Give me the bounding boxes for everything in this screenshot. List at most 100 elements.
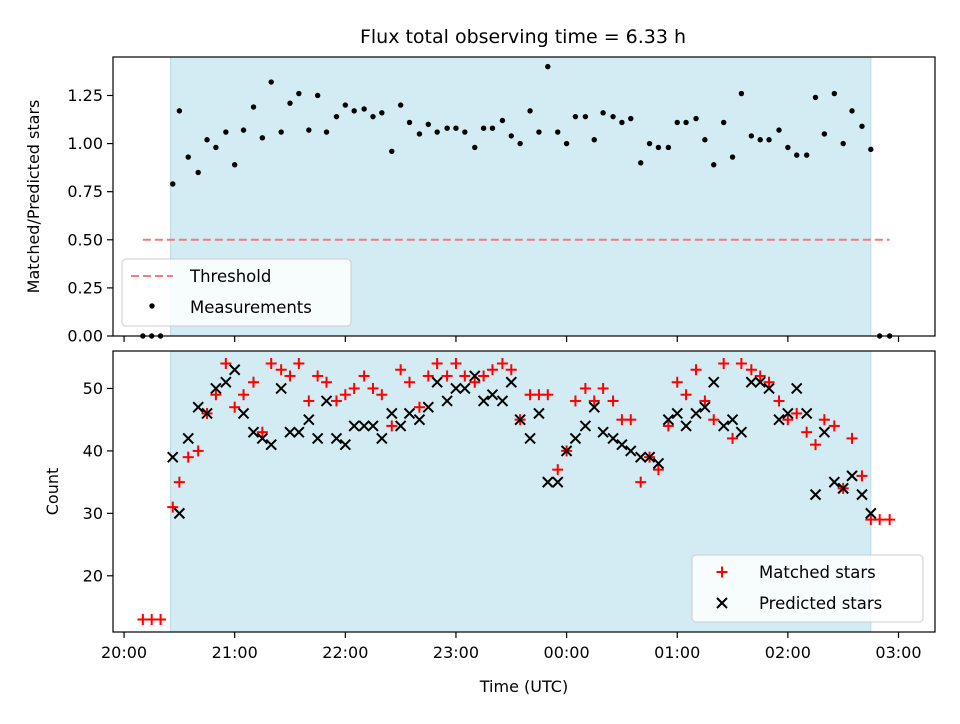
matched-stars-point — [635, 476, 647, 488]
matched-stars-point — [690, 364, 702, 376]
predicted-stars-point-b — [441, 395, 453, 407]
matched-stars-point — [422, 370, 434, 382]
predicted-stars-point-b — [469, 370, 481, 382]
predicted-stars-point — [275, 382, 287, 395]
measurement-point — [757, 137, 763, 143]
predicted-stars-point — [625, 445, 637, 457]
matched-stars-point — [671, 376, 683, 388]
predicted-stars-point-b — [735, 426, 748, 438]
measurement-point — [849, 108, 855, 114]
measurement-point — [527, 108, 533, 114]
measurement-point — [306, 127, 312, 133]
predicted-stars-point — [588, 401, 600, 413]
predicted-stars-point — [782, 407, 794, 420]
measurement-point — [646, 140, 653, 147]
predicted-stars-point — [837, 482, 849, 495]
measurement-point — [250, 104, 257, 110]
measurement-point — [508, 133, 514, 139]
measurement-point — [674, 119, 680, 126]
matched-stars-point — [505, 364, 517, 376]
predicted-stars-point-b — [588, 401, 600, 413]
y-axis-label: Count — [43, 468, 62, 516]
matched-stars-point — [763, 376, 775, 388]
legend-top: Threshold Measurements — [121, 258, 352, 327]
axes-frame — [112, 350, 936, 633]
measurement-point — [555, 129, 561, 135]
predicted-stars-point-b — [256, 432, 269, 445]
predicted-stars-point-b — [394, 420, 407, 432]
predicted-stars-point-b — [182, 432, 194, 445]
predicted-stars-point-b — [413, 413, 426, 426]
matched-stars-point — [229, 401, 241, 413]
predicted-stars-point-b — [358, 420, 370, 432]
predicted-stars-point — [167, 451, 179, 463]
matched-stars-point — [801, 426, 813, 438]
matched-stars-point — [192, 445, 204, 457]
y-tick-label: 30 — [83, 504, 103, 523]
matched-stars-point — [265, 357, 277, 369]
matched-stars-point — [358, 370, 370, 382]
predicted-stars-point — [210, 382, 222, 395]
predicted-stars-point-b — [496, 395, 509, 407]
predicted-stars-point-b — [690, 407, 702, 420]
predicted-stars-point — [330, 432, 343, 445]
measurement-point — [628, 115, 634, 122]
predicted-stars-point-b — [818, 426, 831, 438]
predicted-stars-point-b — [320, 395, 333, 407]
x-tick-label: 03:00 — [875, 643, 921, 662]
predicted-stars-point-b — [699, 401, 711, 413]
matched-stars-point — [478, 370, 490, 382]
y-tick-label: 50 — [83, 379, 103, 398]
predicted-stars-point-b — [514, 413, 526, 426]
measurement-point — [287, 100, 293, 106]
matched-stars-point — [718, 357, 730, 369]
matched-stars-point — [810, 439, 822, 451]
predicted-stars-point — [201, 407, 213, 420]
measurement-point — [489, 125, 496, 131]
predicted-stars-point-b — [303, 413, 315, 426]
predicted-stars-point — [367, 420, 379, 432]
predicted-stars-point-b — [671, 407, 683, 420]
matched-stars-point — [431, 357, 443, 369]
predicted-stars-point-b — [552, 476, 564, 488]
legend-top-box — [121, 258, 352, 327]
measurement-point — [591, 137, 597, 143]
predicted-stars-point — [699, 401, 711, 413]
predicted-stars-point — [524, 432, 536, 445]
predicted-stars-point-b — [403, 407, 416, 420]
matched-stars-point — [791, 407, 803, 419]
measurement-point — [333, 113, 340, 120]
predicted-stars-point — [265, 438, 277, 451]
matched-stars-point — [321, 376, 333, 388]
measurement-point — [370, 113, 376, 120]
predicted-stars-point-b — [800, 407, 813, 420]
measurement-point — [665, 144, 672, 151]
measurement-point — [379, 110, 385, 116]
predicted-stars-point — [809, 488, 822, 501]
predicted-stars-point — [569, 432, 582, 445]
measurement-point — [840, 140, 846, 147]
predicted-stars-point-b — [348, 420, 360, 432]
matched-stars-point — [386, 420, 398, 432]
predicted-stars-point — [431, 376, 443, 388]
predicted-stars-point — [662, 413, 675, 426]
matched-stars-point — [818, 414, 830, 426]
predicted-stars-point — [616, 438, 628, 451]
predicted-stars-point — [237, 407, 250, 420]
matched-stars-point — [782, 414, 794, 426]
legend-matched-label: Matched stars — [759, 563, 876, 582]
legend-threshold-label: Threshold — [189, 267, 271, 286]
matched-stars-point — [754, 370, 766, 382]
measurement-point — [314, 92, 321, 99]
predicted-stars-point-b — [828, 476, 841, 488]
predicted-stars-point-b — [505, 376, 517, 388]
predicted-stars-point-b — [791, 382, 803, 395]
predicted-stars-point-b — [422, 401, 435, 413]
measurement-point — [472, 144, 478, 151]
predicted-stars-point — [173, 507, 186, 520]
legend-predicted-label: Predicted stars — [759, 594, 882, 613]
x-tick-label: 02:00 — [765, 643, 811, 662]
predicted-stars-point-b — [247, 426, 260, 438]
legend-predicted-swatch-b — [716, 597, 728, 609]
